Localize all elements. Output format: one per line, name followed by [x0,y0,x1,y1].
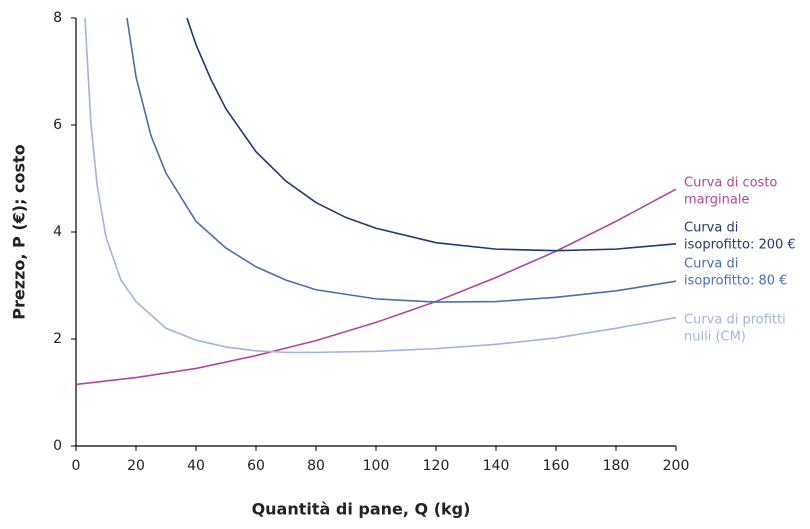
series-label: nulli (CM) [684,330,746,345]
y-tick-label: 4 [53,224,62,240]
y-axis-label: Prezzo, P (€); costo [10,144,29,319]
x-tick-label: 60 [247,458,265,474]
series-line [84,17,677,354]
x-tick-label: 120 [423,458,450,474]
x-tick-label: 20 [127,458,145,474]
x-tick-label: 100 [363,458,390,474]
series-label: Curva di [684,257,738,272]
series-label: isoprofitto: 80 € [684,274,787,289]
x-axis-label: Quantità di pane, Q (kg) [252,500,471,519]
series-label: Curva di profitti [684,313,786,328]
series-label: Curva di [684,221,738,236]
series-line [186,17,677,252]
series-label: Curva di costo [684,176,777,191]
y-tick-label: 0 [53,438,62,454]
x-tick-label: 180 [603,458,630,474]
y-tick-label: 8 [53,10,62,26]
series-line [75,188,677,386]
x-tick-label: 0 [72,458,81,474]
x-tick-label: 40 [187,458,205,474]
x-tick-label: 80 [307,458,325,474]
series-line [126,17,677,303]
y-tick-label: 2 [53,331,62,347]
x-tick-label: 200 [663,458,690,474]
x-tick-label: 140 [483,458,510,474]
y-tick-label: 6 [53,117,62,133]
series-label: isoprofitto: 200 € [684,238,796,253]
series-label: marginale [684,193,749,208]
x-tick-label: 160 [543,458,570,474]
